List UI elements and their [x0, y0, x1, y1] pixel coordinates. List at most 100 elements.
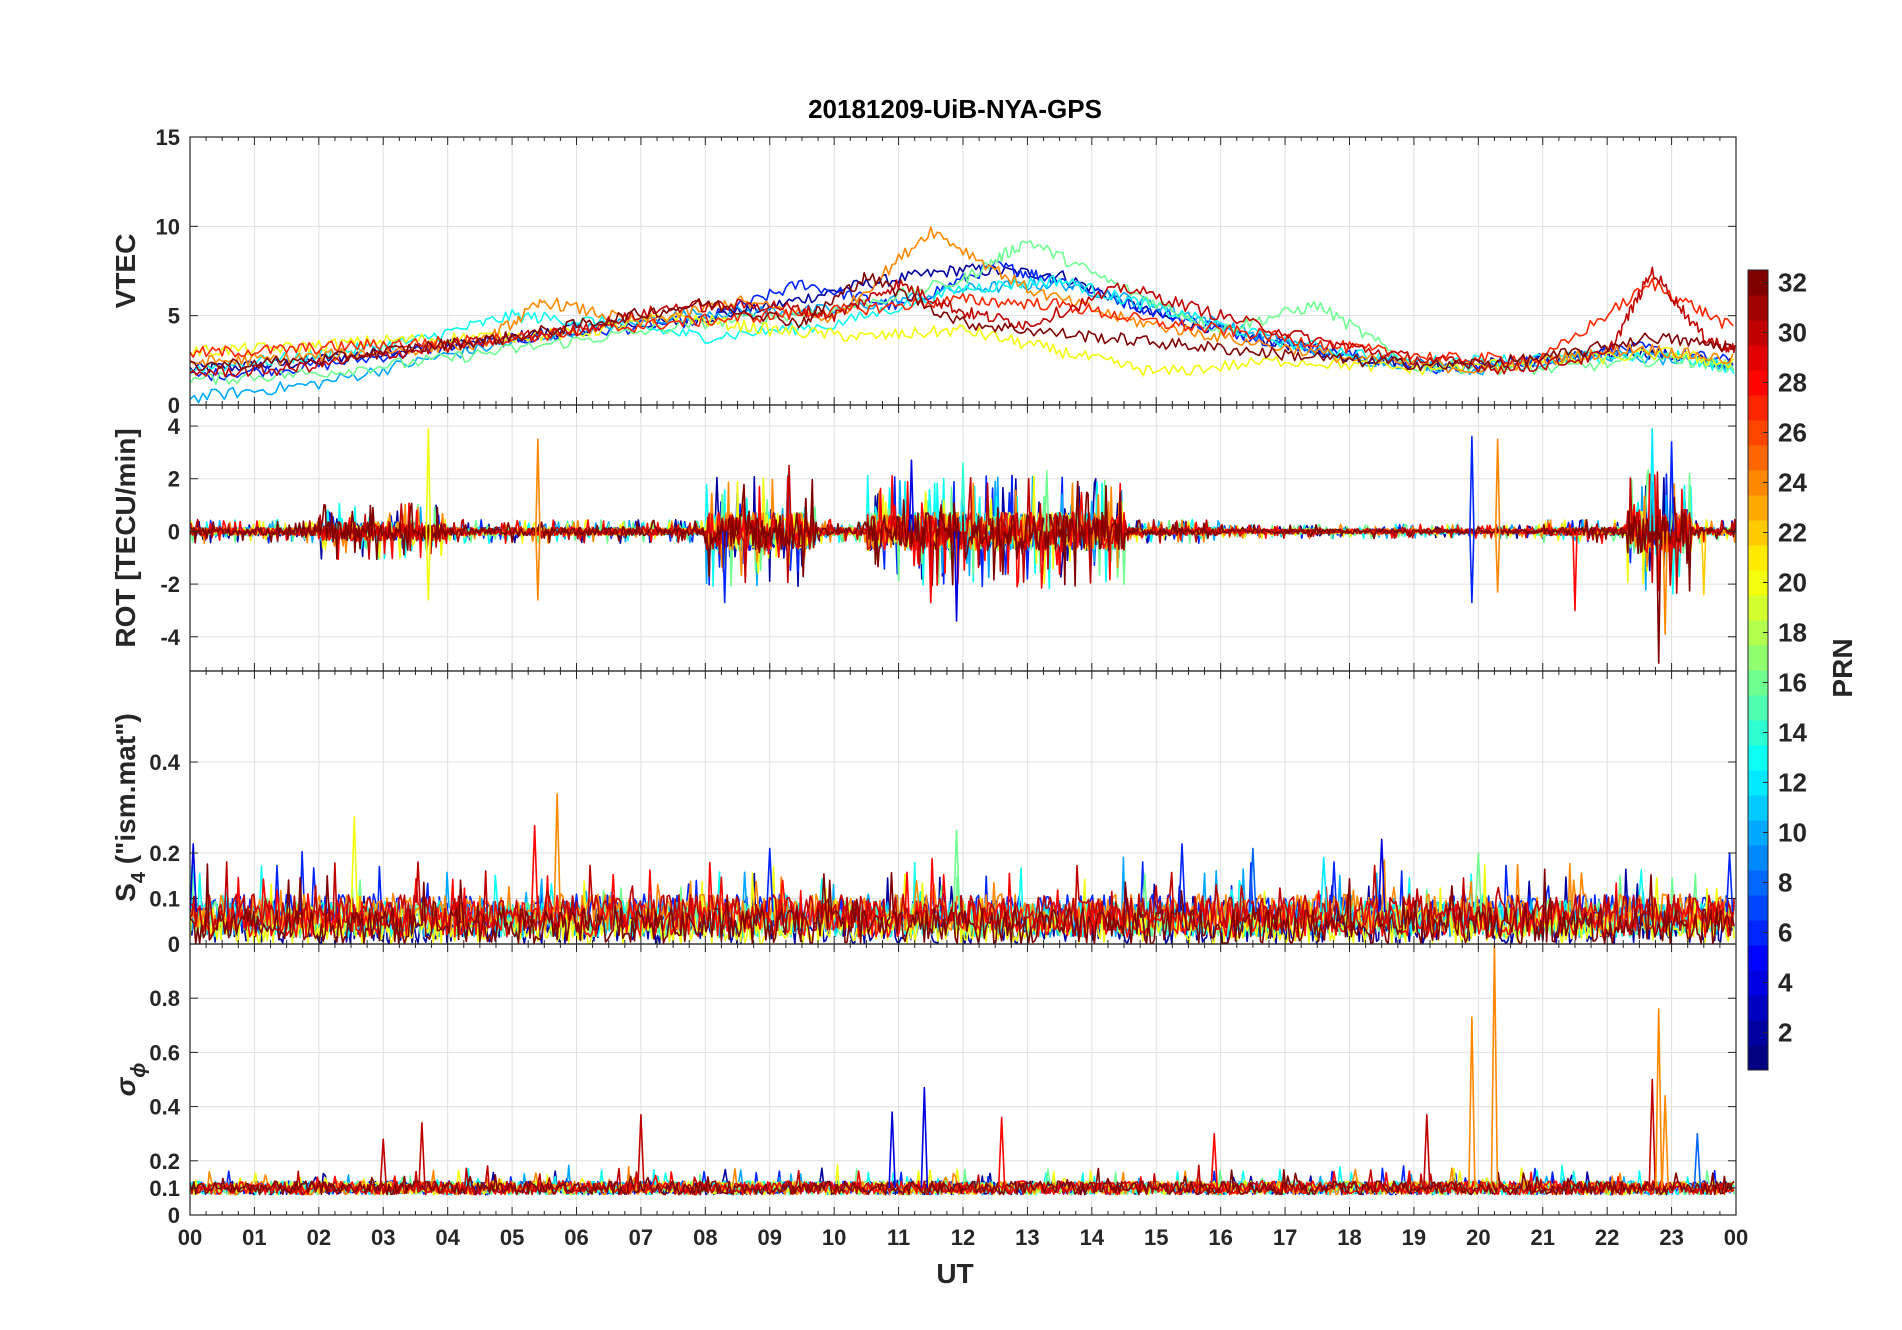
x-tick-label: 16 — [1208, 1225, 1232, 1250]
y-axis-label: σϕ — [110, 1063, 150, 1097]
y-axis-label: S4 ("ism.mat") — [110, 713, 150, 902]
colorbar-segment — [1748, 895, 1768, 921]
x-tick-label: 02 — [307, 1225, 331, 1250]
colorbar-tick-label: 4 — [1778, 968, 1793, 998]
spike — [960, 462, 966, 532]
traces — [190, 226, 1736, 404]
colorbar-tick-label: 26 — [1778, 418, 1807, 448]
x-tick-label: 06 — [564, 1225, 588, 1250]
x-tick-label: 15 — [1144, 1225, 1168, 1250]
spike — [190, 843, 198, 913]
colorbar-segment — [1748, 720, 1768, 746]
colorbar-tick-label: 16 — [1778, 668, 1807, 698]
x-tick-label: 17 — [1273, 1225, 1297, 1250]
y-tick-label: 0.1 — [149, 1176, 180, 1201]
spike — [1249, 847, 1257, 913]
colorbar-tick-label: 12 — [1778, 768, 1807, 798]
colorbar-segment — [1748, 820, 1768, 846]
colorbar-segment — [1748, 795, 1768, 821]
spike — [1725, 852, 1734, 913]
spike — [379, 1138, 388, 1188]
spike — [888, 1111, 896, 1188]
spike — [778, 879, 787, 913]
y-tick-label: 0.8 — [149, 986, 180, 1011]
x-tick-label: 13 — [1015, 1225, 1039, 1250]
spike — [1649, 427, 1656, 532]
colorbar-tick-label: 8 — [1778, 868, 1792, 898]
colorbar-tick-label: 28 — [1778, 368, 1807, 398]
spike — [908, 459, 915, 532]
colorbar-tick-label: 20 — [1778, 568, 1807, 598]
traces — [190, 427, 1736, 664]
x-tick-labels: 00 01 02 03 04 05 06 07 08 09 10 11 12 13 14 15 16 17 18 19… — [178, 1225, 1748, 1250]
series-prn-20 — [190, 310, 1735, 377]
spike — [1693, 1132, 1702, 1188]
spike — [425, 531, 432, 601]
spike — [1668, 441, 1675, 532]
colorbar-segment — [1748, 595, 1768, 621]
spike — [350, 815, 359, 913]
spike — [1661, 1094, 1669, 1188]
spike — [721, 531, 728, 604]
spike — [1210, 1132, 1219, 1188]
y-tick-label: 0 — [168, 932, 180, 957]
colorbar-segment — [1748, 745, 1768, 771]
y-tick-label: 0.1 — [149, 887, 180, 912]
y-tick-label: 0 — [168, 519, 180, 544]
spike — [920, 1086, 929, 1188]
x-tick-label: 00 — [178, 1225, 202, 1250]
y-tick-label: 0 — [168, 393, 180, 418]
x-tick-label: 00 — [1724, 1225, 1748, 1250]
colorbar-segment — [1748, 295, 1768, 321]
spike — [535, 438, 541, 532]
colorbar-tick-label: 2 — [1778, 1018, 1792, 1048]
x-tick-label: 22 — [1595, 1225, 1619, 1250]
spike — [1474, 852, 1483, 913]
tick-marks — [189, 671, 1737, 945]
x-tick-label: 12 — [951, 1225, 975, 1250]
spike — [786, 464, 792, 532]
spike — [1572, 531, 1578, 612]
colorbar-tick-label: 10 — [1778, 818, 1807, 848]
y-tick-label: 2 — [168, 467, 180, 492]
x-tick-label: 14 — [1080, 1225, 1105, 1250]
colorbar-segment — [1748, 645, 1768, 671]
spike — [1655, 531, 1662, 664]
spike — [997, 1116, 1006, 1188]
series-prn-32 — [190, 863, 1735, 944]
traces — [190, 944, 1735, 1196]
spike — [553, 793, 561, 913]
spike — [1654, 1008, 1663, 1188]
x-tick-label: 18 — [1337, 1225, 1361, 1250]
spike — [1423, 1113, 1431, 1188]
colorbar-segment — [1748, 845, 1768, 871]
panel-rot: -4 -2 0 2 4 ROT [TECU/min] — [110, 404, 1737, 672]
spike — [418, 1122, 426, 1188]
colorbar-segment — [1748, 695, 1768, 721]
spike — [1494, 438, 1501, 532]
colorbar-tick-label: 32 — [1778, 268, 1807, 298]
y-tick-label: 5 — [168, 304, 180, 329]
y-tick-label: 0.4 — [149, 1095, 180, 1120]
colorbar-segment — [1748, 470, 1768, 496]
panel-vtec: 0 5 10 15 VTEC — [110, 125, 1737, 418]
y-axis-label: VTEC — [110, 234, 141, 309]
x-tick-label: 10 — [822, 1225, 846, 1250]
colorbar-segment — [1748, 970, 1768, 996]
spike — [1490, 944, 1499, 1188]
spike — [1377, 838, 1386, 913]
spike — [1494, 531, 1501, 593]
series-prn-32 — [190, 478, 1736, 592]
x-tick-label: 21 — [1531, 1225, 1555, 1250]
spike — [1468, 1016, 1476, 1188]
colorbar-segment — [1748, 370, 1768, 396]
x-tick-label: 11 — [887, 1225, 910, 1250]
tick-marks — [189, 136, 1737, 406]
tick-marks — [189, 405, 1737, 671]
colorbar-segment — [1748, 995, 1768, 1021]
spike — [1469, 435, 1475, 532]
colorbar-segment — [1748, 520, 1768, 546]
colorbar-segment — [1748, 770, 1768, 796]
